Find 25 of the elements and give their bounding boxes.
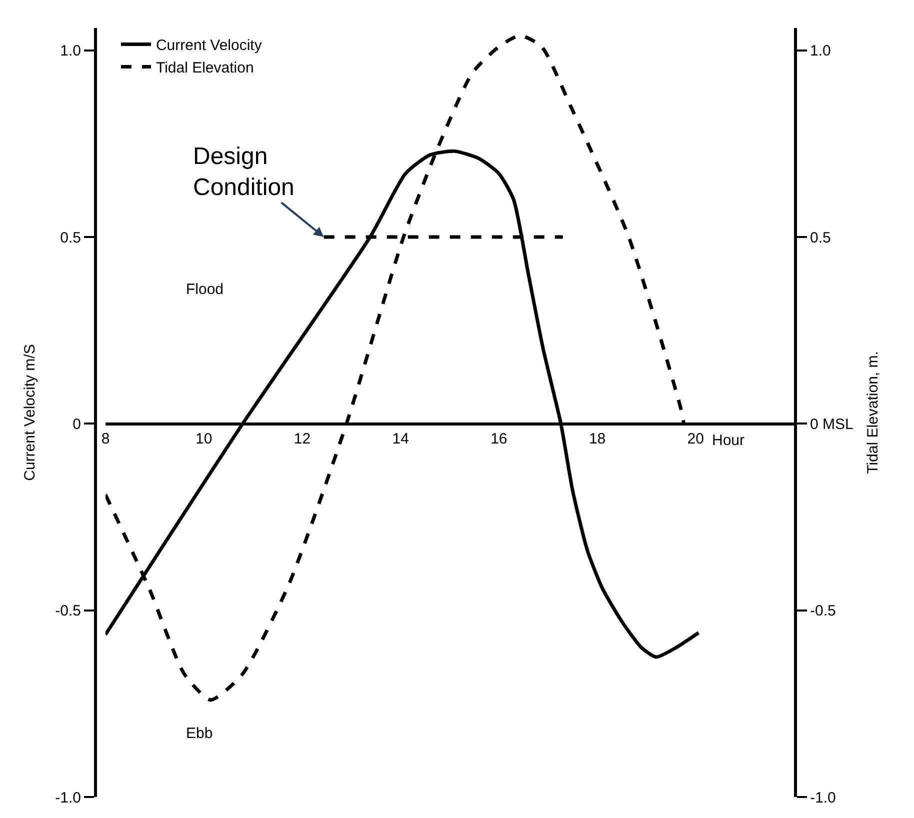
y2-tick-label: 1.0 xyxy=(810,42,831,60)
annotation: Ebb xyxy=(186,725,213,742)
x-tick-label: 18 xyxy=(588,430,606,448)
x-tick-label: 20 xyxy=(687,430,704,448)
x-tick-label: 8 xyxy=(101,430,110,448)
y-axis-title: Current Velocity m/S xyxy=(21,344,38,481)
x-tick-label: 14 xyxy=(392,430,409,448)
x-tick-label: 12 xyxy=(294,430,311,448)
y2-tick-label: 0.5 xyxy=(810,229,831,246)
y-tick-label: 0.5 xyxy=(60,229,81,246)
y-tick-label: 0 xyxy=(72,416,81,433)
x-tick-label: 10 xyxy=(196,430,212,448)
y-tick-label: -0.5 xyxy=(55,602,81,620)
y2-tick-label: -0.5 xyxy=(810,602,836,620)
annotation: Flood xyxy=(186,281,224,298)
y-tick-label: -1.0 xyxy=(55,789,81,806)
x-axis-title: Hour xyxy=(712,432,745,449)
y2-axis-title: Tidal Elevation, m. xyxy=(864,351,882,474)
y-tick-label: 1.0 xyxy=(60,42,81,60)
legend-label: Tidal Elevation xyxy=(156,60,254,77)
y2-tick-label: -1.0 xyxy=(810,789,836,806)
legend-label: Current Velocity xyxy=(156,37,262,54)
x-tick-label: 16 xyxy=(490,430,508,448)
annotation: Design Condition xyxy=(193,143,294,202)
y2-tick-label: 0 MSL xyxy=(810,416,854,433)
